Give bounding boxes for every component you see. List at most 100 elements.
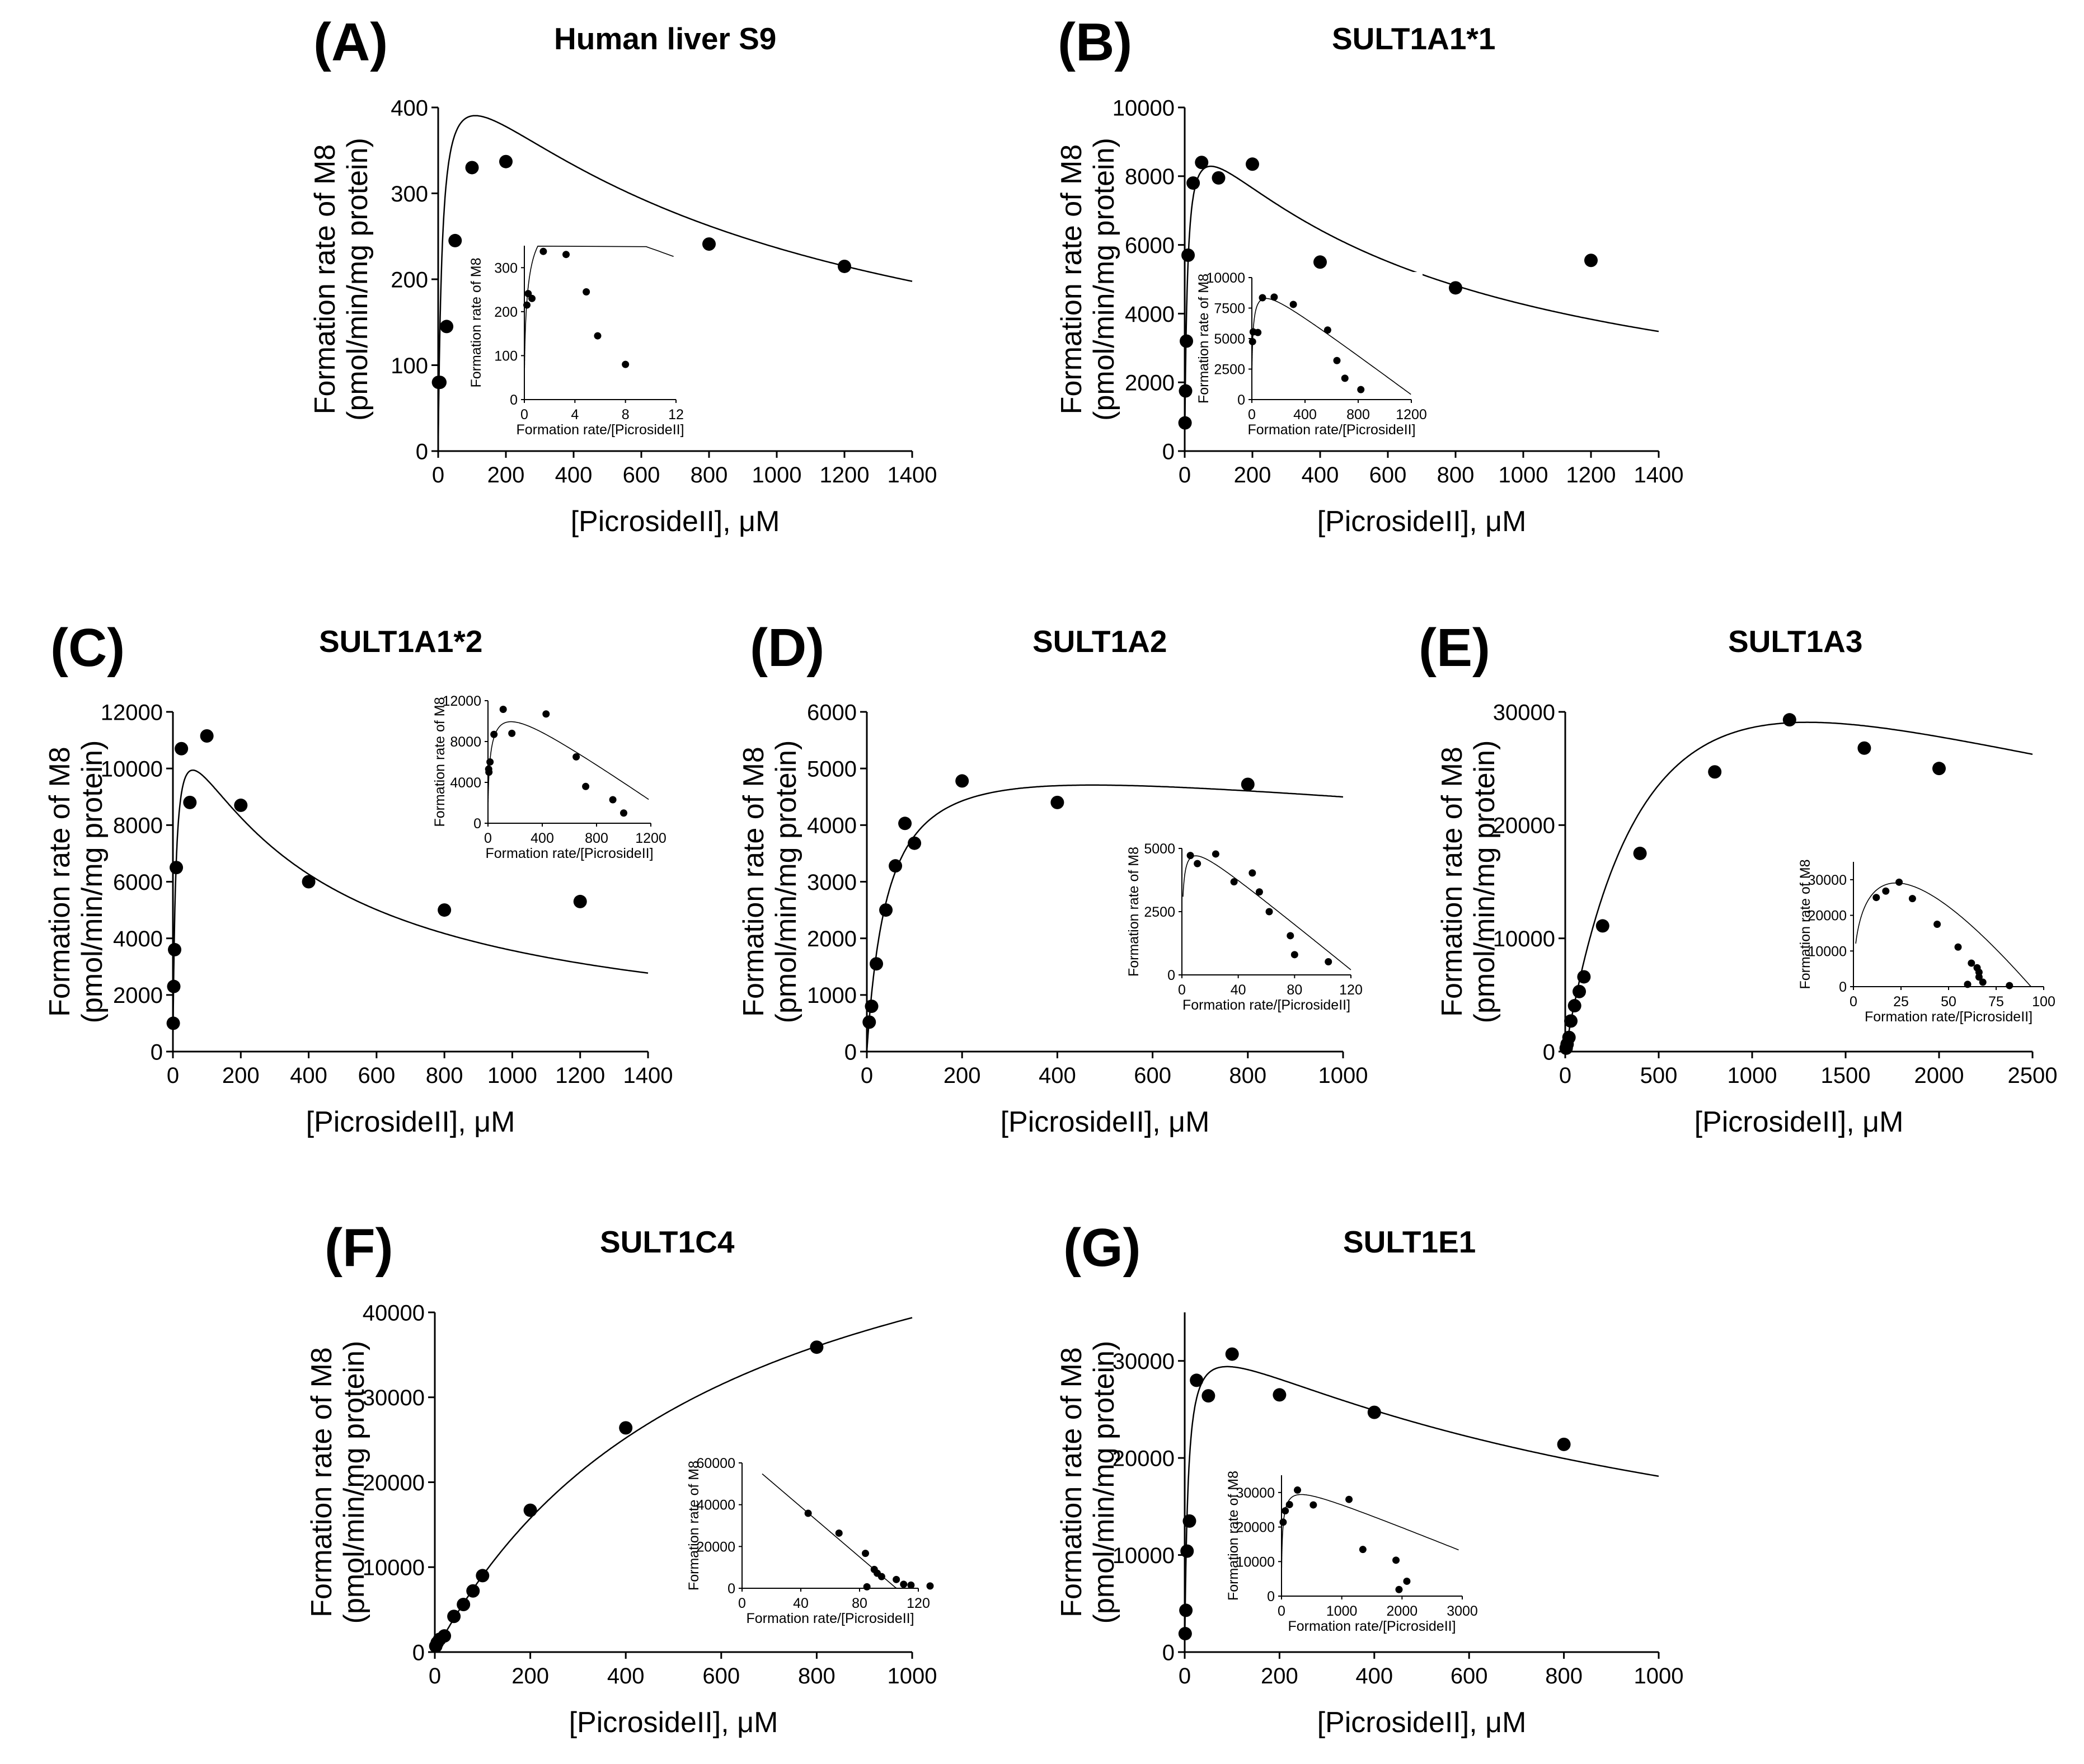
inset-x-tick-label: 800 — [585, 831, 608, 846]
y-tick-label: 30000 — [363, 1386, 425, 1410]
panel-title: SULT1C4 — [600, 1225, 735, 1259]
x-tick-label: 1000 — [1634, 1664, 1684, 1688]
data-point — [1449, 281, 1462, 295]
inset-y-axis-label: Formation rate of M8 — [1797, 859, 1813, 989]
inset-data-point — [1290, 951, 1298, 959]
data-point — [573, 894, 587, 908]
y-axis-label-line1: Formation rate of M8 — [306, 1347, 338, 1617]
inset-x-tick-label: 80 — [1287, 982, 1302, 998]
data-point — [465, 161, 479, 175]
y-axis-label: Formation rate of M8(pmol/min/mg protein… — [738, 740, 802, 1024]
data-point — [1212, 171, 1226, 185]
inset-data-point — [582, 782, 590, 790]
x-tick-label: 1500 — [1821, 1063, 1871, 1088]
data-point — [1178, 1627, 1192, 1641]
inset-x-axis-label: Formation rate/[PicrosideII] — [485, 846, 653, 861]
x-tick-label: 600 — [1134, 1063, 1171, 1088]
y-axis-label: Formation rate of M8(pmol/min/mg protein… — [306, 1341, 370, 1624]
data-point — [955, 774, 969, 788]
y-axis-label-line2: (pmol/min/mg protein) — [770, 740, 802, 1024]
inset-data-point — [594, 332, 602, 340]
x-axis-label: [PicrosideII], μM — [306, 1106, 515, 1138]
x-tick-label: 1200 — [555, 1063, 605, 1088]
inset-data-point — [1289, 301, 1297, 308]
y-tick-label: 10000 — [363, 1556, 425, 1580]
inset-x-tick-label: 100 — [2032, 994, 2055, 1010]
inset-data-point — [572, 753, 580, 761]
x-tick-label: 2500 — [2008, 1063, 2058, 1088]
y-tick-label: 30000 — [1113, 1349, 1175, 1374]
inset-x-tick-label: 800 — [1346, 407, 1370, 423]
inset-data-point — [1968, 959, 1975, 967]
data-point — [898, 817, 912, 831]
inset-y-tick-label: 60000 — [696, 1456, 735, 1471]
inset-data-point — [1255, 888, 1263, 896]
data-point — [1179, 1603, 1193, 1617]
y-axis-label-line1: Formation rate of M8 — [1055, 1347, 1088, 1617]
inset-y-tick-label: 0 — [1839, 979, 1847, 995]
inset-y-tick-label: 20000 — [696, 1539, 735, 1555]
data-point — [1577, 970, 1591, 984]
y-tick-label: 0 — [1162, 1640, 1175, 1665]
inset-data-point — [1279, 1518, 1287, 1526]
data-point — [234, 798, 248, 812]
panel-title: SULT1A2 — [1032, 624, 1167, 659]
inset-data-point — [1186, 852, 1194, 860]
inset-y-tick-label: 40000 — [696, 1498, 735, 1513]
inset-x-axis-label: Formation rate/[PicrosideII] — [1865, 1009, 2033, 1025]
x-tick-label: 500 — [1640, 1063, 1678, 1088]
fit-curve — [1564, 721, 2033, 1052]
inset-x-tick-label: 4 — [571, 407, 579, 423]
inset-y-tick-label: 7500 — [1214, 301, 1245, 317]
x-tick-label: 400 — [1355, 1664, 1393, 1688]
fit-curve — [1184, 165, 1659, 451]
inset-data-point — [1357, 386, 1365, 393]
inset-data-point — [609, 796, 617, 804]
inset-data-point — [2006, 982, 2013, 989]
inset-y-tick-label: 10000 — [1206, 270, 1245, 286]
inset-x-axis-label: Formation rate/[PicrosideII] — [1288, 1618, 1456, 1634]
x-tick-label: 1400 — [623, 1063, 673, 1088]
inset-y-tick-label: 20000 — [1236, 1520, 1275, 1536]
inset-fit-curve — [487, 721, 649, 815]
data-point — [1195, 156, 1209, 170]
data-point — [438, 903, 452, 917]
inset-y-tick-label: 2500 — [1214, 362, 1245, 378]
x-tick-label: 400 — [1039, 1063, 1076, 1088]
inset-y-tick-label: 30000 — [1808, 872, 1847, 888]
x-tick-label: 0 — [167, 1063, 179, 1088]
x-tick-label: 1000 — [1499, 463, 1548, 487]
x-tick-label: 400 — [607, 1664, 645, 1688]
x-tick-label: 600 — [702, 1664, 740, 1688]
inset-background — [1803, 856, 2055, 1031]
data-point — [810, 1340, 824, 1354]
inset-x-axis-label: Formation rate/[PicrosideII] — [1182, 997, 1350, 1013]
data-point — [865, 1000, 879, 1014]
inset-x-tick-label: 1000 — [1326, 1603, 1358, 1619]
y-tick-label: 20000 — [363, 1471, 425, 1495]
inset-data-point — [926, 1582, 934, 1590]
inset-fit-curve — [762, 1473, 897, 1589]
inset-data-point — [863, 1583, 871, 1591]
inset-data-point — [893, 1575, 900, 1583]
inset-y-tick-label: 0 — [727, 1581, 735, 1597]
panel-c: (C) SULT1A1*2 0 200 400 600 800 1000 1200 1400 0 20… — [44, 618, 673, 1138]
inset-data-point — [835, 1529, 843, 1537]
inset-data-point — [907, 1581, 915, 1589]
x-tick-label: 800 — [798, 1664, 836, 1688]
inset-data-point — [1254, 329, 1262, 336]
data-point — [440, 320, 454, 334]
inset-y-tick-label: 0 — [1267, 1589, 1275, 1605]
panel-title: SULT1E1 — [1343, 1225, 1476, 1259]
inset-y-tick-label: 0 — [510, 392, 518, 408]
y-axis-label-line2: (pmol/min/mg protein) — [76, 740, 109, 1024]
x-tick-label: 1000 — [487, 1063, 537, 1088]
y-tick-label: 6000 — [1125, 233, 1175, 258]
inset-y-tick-label: 5000 — [1144, 841, 1175, 857]
inset-data-point — [1265, 908, 1273, 916]
data-point — [466, 1584, 480, 1598]
data-point — [1633, 846, 1647, 860]
x-tick-label: 1400 — [1634, 463, 1684, 487]
y-tick-label: 0 — [844, 1040, 857, 1064]
